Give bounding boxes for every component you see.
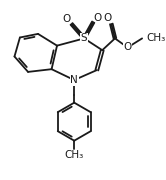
Text: O: O xyxy=(94,13,102,23)
Text: CH₃: CH₃ xyxy=(147,33,166,43)
Text: O: O xyxy=(63,14,71,24)
Text: CH₃: CH₃ xyxy=(65,150,84,160)
Text: O: O xyxy=(124,42,132,52)
Text: N: N xyxy=(70,75,78,85)
Text: S: S xyxy=(81,33,87,43)
Text: O: O xyxy=(104,14,112,24)
